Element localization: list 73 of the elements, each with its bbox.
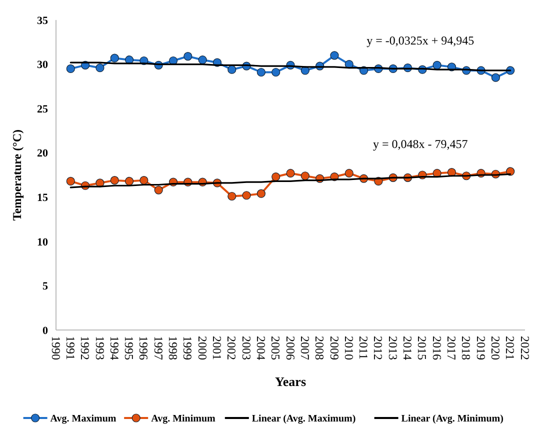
point	[96, 64, 104, 72]
x-tick-label: 2019	[474, 336, 488, 360]
point	[256, 68, 266, 77]
x-tick-label: 2010	[342, 336, 356, 360]
point	[124, 176, 134, 186]
x-tick-label: 1990	[48, 336, 63, 360]
x-tick-label: 1991	[63, 336, 78, 360]
point	[272, 68, 280, 77]
point	[432, 60, 442, 70]
legend-label: Avg. Minimum	[151, 414, 216, 424]
annotation: y = 0,048x - 79,457	[372, 137, 468, 152]
point	[286, 168, 295, 178]
point	[228, 192, 236, 201]
annotation: y = -0,0325x + 94,945	[366, 33, 474, 48]
point	[66, 176, 75, 186]
point	[198, 56, 207, 64]
point	[110, 176, 119, 185]
point	[344, 168, 354, 178]
x-tick-label: 2015	[415, 336, 430, 360]
y-tick-label: 25	[37, 103, 48, 116]
x-tick-label: 1995	[122, 336, 136, 360]
y-tick-label: 30	[37, 59, 48, 72]
x-tick-label: 2013	[386, 336, 400, 360]
point	[272, 172, 280, 182]
x-tick-label: 2008	[312, 336, 327, 360]
x-tick-label: 2021	[503, 336, 518, 360]
point	[228, 65, 236, 74]
y-axis-title: Temperature (°C)	[10, 129, 24, 221]
legend-label: Linear (Avg. Maximum)	[252, 414, 356, 424]
y-tick-label: 35	[37, 14, 48, 27]
x-tick-label: 2005	[268, 336, 283, 360]
point	[66, 64, 75, 74]
x-tick-label: 2001	[210, 336, 224, 360]
legend-label: Linear (Avg. Minimum)	[401, 414, 504, 424]
x-tick-label: 2020	[488, 336, 502, 360]
y-tick-label: 20	[37, 148, 48, 160]
point	[256, 189, 266, 198]
x-tick-label: 2006	[283, 336, 298, 360]
x-tick-label: 1996	[136, 336, 151, 360]
x-tick-label: 2012	[371, 336, 386, 360]
x-axis-title: Years	[274, 374, 306, 389]
x-tick-label: 1994	[107, 336, 122, 360]
x-tick-label: 2017	[444, 336, 459, 360]
x-tick-label: 2018	[459, 336, 474, 360]
y-tick-label: 5	[42, 280, 48, 293]
point	[184, 52, 192, 61]
x-tick-label: 1998	[166, 336, 180, 360]
x-tick-label: 2003	[239, 336, 254, 360]
point	[140, 176, 148, 185]
point	[110, 54, 119, 62]
x-tick-label: 2014	[400, 336, 415, 360]
x-tick-label: 2022	[518, 336, 532, 360]
point	[491, 73, 500, 82]
x-tick-label: 1992	[78, 336, 92, 360]
x-tick-label: 2007	[298, 336, 312, 360]
x-tick-label: 1997	[151, 336, 166, 360]
point	[300, 172, 310, 180]
point	[154, 186, 163, 194]
x-tick-label: 2002	[224, 336, 239, 360]
point	[242, 191, 251, 200]
y-tick-label: 0	[42, 324, 48, 337]
point	[300, 66, 310, 75]
x-tick-label: 2016	[430, 336, 444, 360]
x-tick-label: 2009	[327, 336, 342, 360]
legend-label: Avg. Maximum	[50, 414, 117, 424]
x-tick-label: 1993	[92, 336, 107, 360]
x-tick-label: 1999	[180, 336, 195, 360]
x-tick-label: 2000	[195, 336, 210, 360]
y-tick-label: 10	[37, 236, 48, 248]
point	[330, 51, 339, 60]
x-tick-label: 2011	[356, 336, 371, 360]
x-tick-label: 2004	[254, 336, 268, 360]
y-tick-label: 15	[37, 192, 48, 204]
